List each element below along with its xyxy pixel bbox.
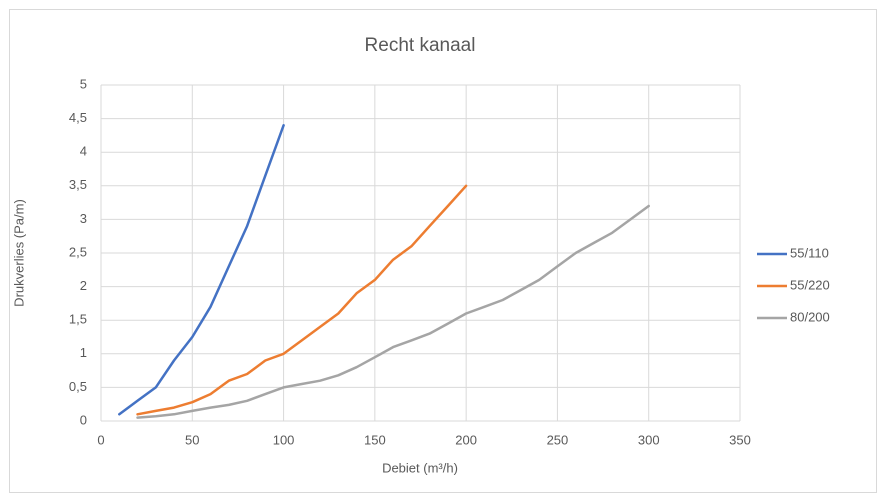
y-tick-label: 0 — [80, 412, 87, 427]
y-tick-label: 5 — [80, 76, 87, 91]
x-tick-label: 350 — [729, 432, 751, 447]
data-line — [136, 204, 650, 419]
data-line — [136, 184, 468, 416]
x-tick-label: 200 — [455, 432, 477, 447]
y-tick-label: 1,5 — [69, 312, 87, 327]
x-tick-label: 300 — [638, 432, 660, 447]
y-tick-label: 3,5 — [69, 177, 87, 192]
x-tick-label: 250 — [547, 432, 569, 447]
y-tick-label: 2,5 — [69, 244, 87, 259]
y-tick-label: 0,5 — [69, 379, 87, 394]
y-axis-label: Drukverlies (Pa/m) — [11, 199, 26, 307]
chart-title: Recht kanaal — [365, 35, 476, 56]
x-tick-label: 150 — [364, 432, 386, 447]
x-tick-label: 100 — [273, 432, 295, 447]
x-tick-label: 50 — [185, 432, 199, 447]
legend-label: 55/110 — [790, 245, 829, 260]
chart-frame — [9, 9, 877, 493]
legend-label: 80/200 — [790, 309, 830, 324]
data-line — [118, 124, 285, 416]
x-tick-label: 0 — [97, 432, 104, 447]
legend-label: 55/220 — [790, 277, 830, 292]
y-tick-label: 4,5 — [69, 110, 87, 125]
y-tick-label: 4 — [80, 144, 87, 159]
x-axis-label: Debiet (m³/h) — [382, 460, 458, 475]
y-tick-label: 3 — [80, 211, 87, 226]
y-tick-label: 1 — [80, 345, 87, 360]
y-tick-label: 2 — [80, 278, 87, 293]
